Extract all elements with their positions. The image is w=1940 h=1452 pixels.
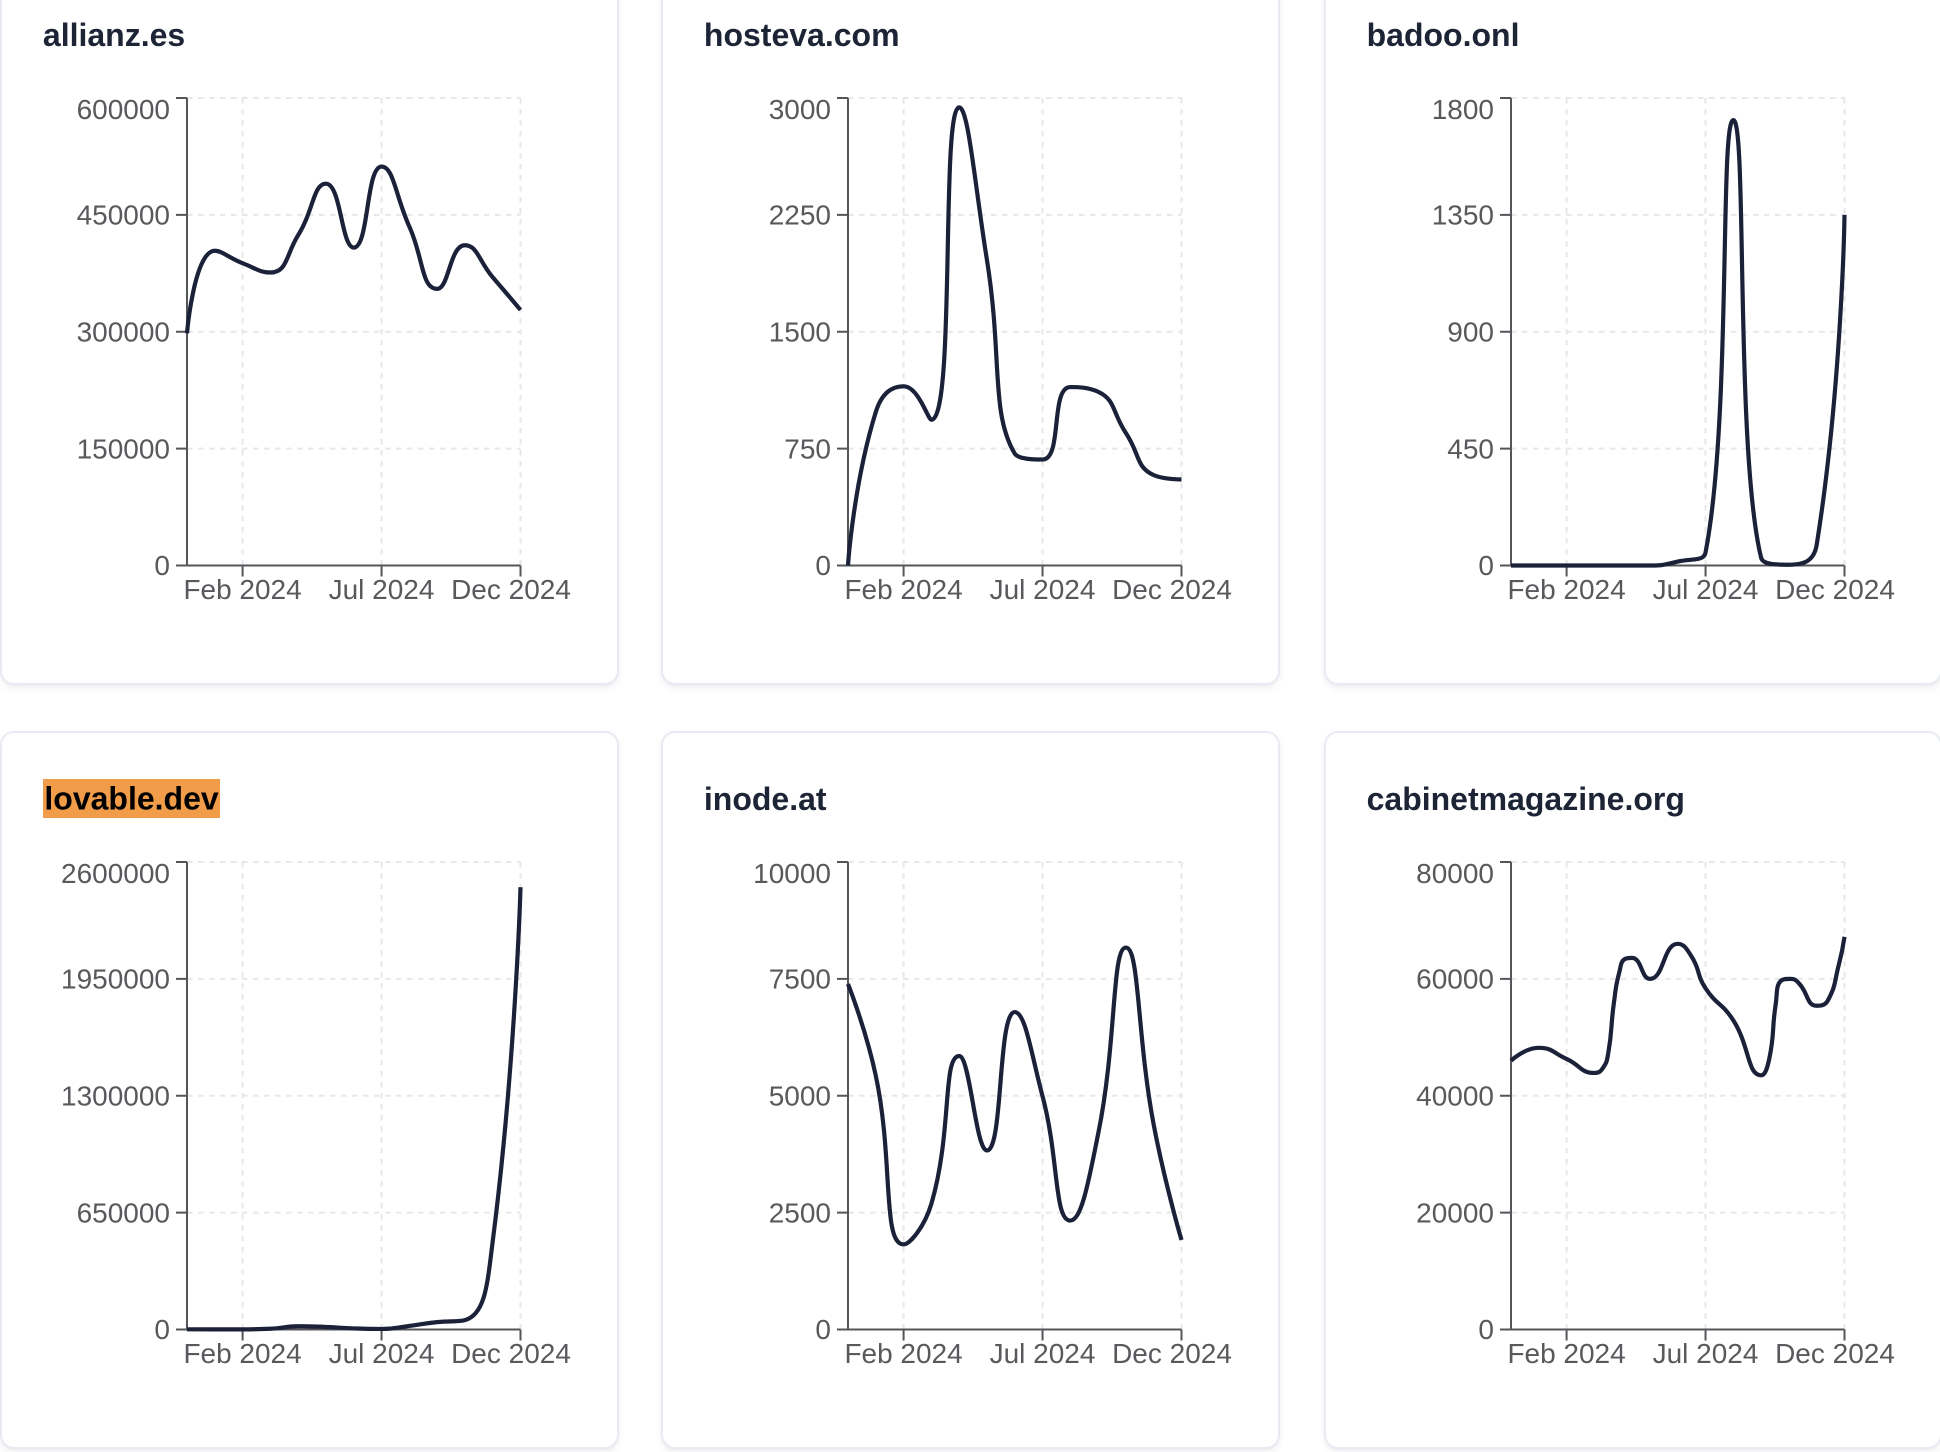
svg-text:0: 0: [816, 1314, 832, 1345]
svg-text:Feb 2024: Feb 2024: [845, 574, 963, 605]
svg-text:2250: 2250: [769, 200, 831, 231]
svg-text:1950000: 1950000: [61, 964, 170, 995]
svg-text:750: 750: [785, 433, 832, 464]
svg-text:7500: 7500: [769, 964, 831, 995]
svg-text:3000: 3000: [769, 94, 831, 125]
svg-text:Feb 2024: Feb 2024: [1507, 1338, 1625, 1369]
svg-text:150000: 150000: [77, 433, 170, 464]
svg-text:10000: 10000: [753, 858, 831, 889]
svg-text:Jul 2024: Jul 2024: [1653, 1338, 1759, 1369]
svg-text:1300000: 1300000: [61, 1080, 170, 1111]
svg-text:Dec 2024: Dec 2024: [451, 1338, 571, 1369]
svg-text:1800: 1800: [1432, 94, 1494, 125]
svg-text:Feb 2024: Feb 2024: [845, 1338, 963, 1369]
svg-text:0: 0: [155, 1314, 171, 1345]
svg-text:Dec 2024: Dec 2024: [1775, 574, 1895, 605]
svg-text:1500: 1500: [769, 316, 831, 347]
svg-text:900: 900: [1447, 316, 1494, 347]
svg-text:Dec 2024: Dec 2024: [1775, 1338, 1895, 1369]
svg-text:1350: 1350: [1432, 200, 1494, 231]
svg-text:Jul 2024: Jul 2024: [990, 574, 1096, 605]
svg-text:Feb 2024: Feb 2024: [184, 574, 302, 605]
svg-text:Feb 2024: Feb 2024: [1507, 574, 1625, 605]
svg-text:Jul 2024: Jul 2024: [1653, 574, 1759, 605]
svg-text:20000: 20000: [1416, 1197, 1494, 1228]
svg-text:2500: 2500: [769, 1197, 831, 1228]
svg-text:0: 0: [816, 550, 832, 581]
svg-text:Jul 2024: Jul 2024: [329, 574, 435, 605]
svg-text:5000: 5000: [769, 1080, 831, 1111]
svg-text:80000: 80000: [1416, 858, 1494, 889]
svg-text:0: 0: [1478, 1314, 1494, 1345]
svg-text:450: 450: [1447, 433, 1494, 464]
svg-text:2600000: 2600000: [61, 858, 170, 889]
svg-text:650000: 650000: [77, 1197, 170, 1228]
svg-text:Dec 2024: Dec 2024: [1112, 574, 1232, 605]
svg-text:600000: 600000: [77, 94, 170, 125]
svg-text:Jul 2024: Jul 2024: [329, 1338, 435, 1369]
svg-text:Jul 2024: Jul 2024: [990, 1338, 1096, 1369]
svg-text:0: 0: [155, 550, 171, 581]
svg-text:40000: 40000: [1416, 1080, 1494, 1111]
svg-text:Dec 2024: Dec 2024: [1112, 1338, 1232, 1369]
svg-text:Feb 2024: Feb 2024: [184, 1338, 302, 1369]
svg-text:0: 0: [1478, 550, 1494, 581]
svg-text:Dec 2024: Dec 2024: [451, 574, 571, 605]
svg-text:450000: 450000: [77, 200, 170, 231]
svg-text:60000: 60000: [1416, 964, 1494, 995]
svg-text:300000: 300000: [77, 316, 170, 347]
